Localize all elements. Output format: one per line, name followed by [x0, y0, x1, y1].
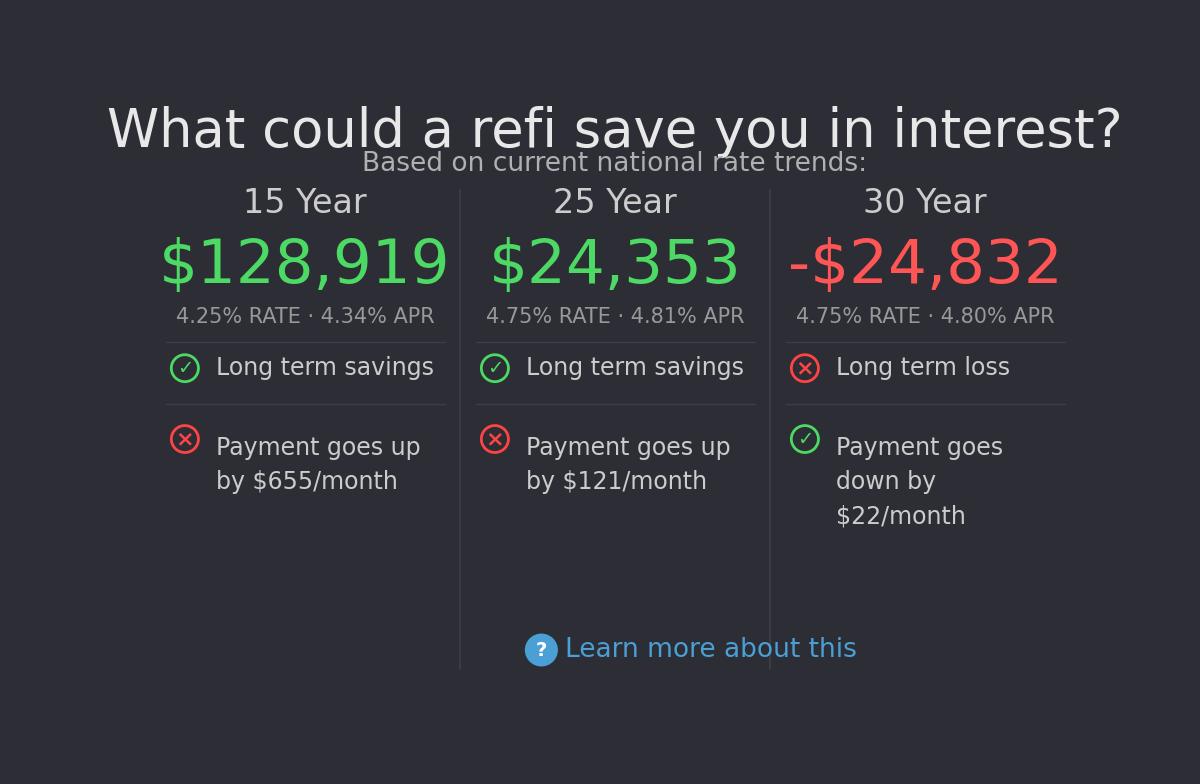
Text: What could a refi save you in interest?: What could a refi save you in interest? — [107, 106, 1123, 158]
Text: $128,919: $128,919 — [160, 237, 451, 296]
Circle shape — [526, 634, 557, 666]
Text: ✓: ✓ — [797, 430, 814, 448]
Text: Payment goes up
by $655/month: Payment goes up by $655/month — [216, 436, 420, 495]
Text: ×: × — [175, 429, 194, 449]
Text: Long term loss: Long term loss — [836, 356, 1010, 380]
Text: ✓: ✓ — [176, 359, 193, 378]
Text: 4.75% RATE · 4.80% APR: 4.75% RATE · 4.80% APR — [796, 307, 1055, 327]
Text: 30 Year: 30 Year — [863, 187, 986, 220]
Text: ×: × — [796, 358, 814, 378]
Text: Long term savings: Long term savings — [526, 356, 744, 380]
Text: -$24,832: -$24,832 — [787, 237, 1062, 296]
Text: ?: ? — [535, 641, 547, 659]
Text: 25 Year: 25 Year — [553, 187, 677, 220]
Text: $24,353: $24,353 — [488, 237, 742, 296]
Text: Learn more about this: Learn more about this — [565, 637, 857, 663]
Text: 4.75% RATE · 4.81% APR: 4.75% RATE · 4.81% APR — [486, 307, 744, 327]
Text: 15 Year: 15 Year — [244, 187, 367, 220]
Text: ✓: ✓ — [487, 359, 503, 378]
Text: 4.25% RATE · 4.34% APR: 4.25% RATE · 4.34% APR — [175, 307, 434, 327]
Text: ×: × — [486, 429, 504, 449]
Text: Payment goes up
by $121/month: Payment goes up by $121/month — [526, 436, 731, 495]
Text: Payment goes
down by
$22/month: Payment goes down by $22/month — [836, 436, 1003, 529]
Text: Long term savings: Long term savings — [216, 356, 434, 380]
Text: Based on current national rate trends:: Based on current national rate trends: — [362, 151, 868, 177]
